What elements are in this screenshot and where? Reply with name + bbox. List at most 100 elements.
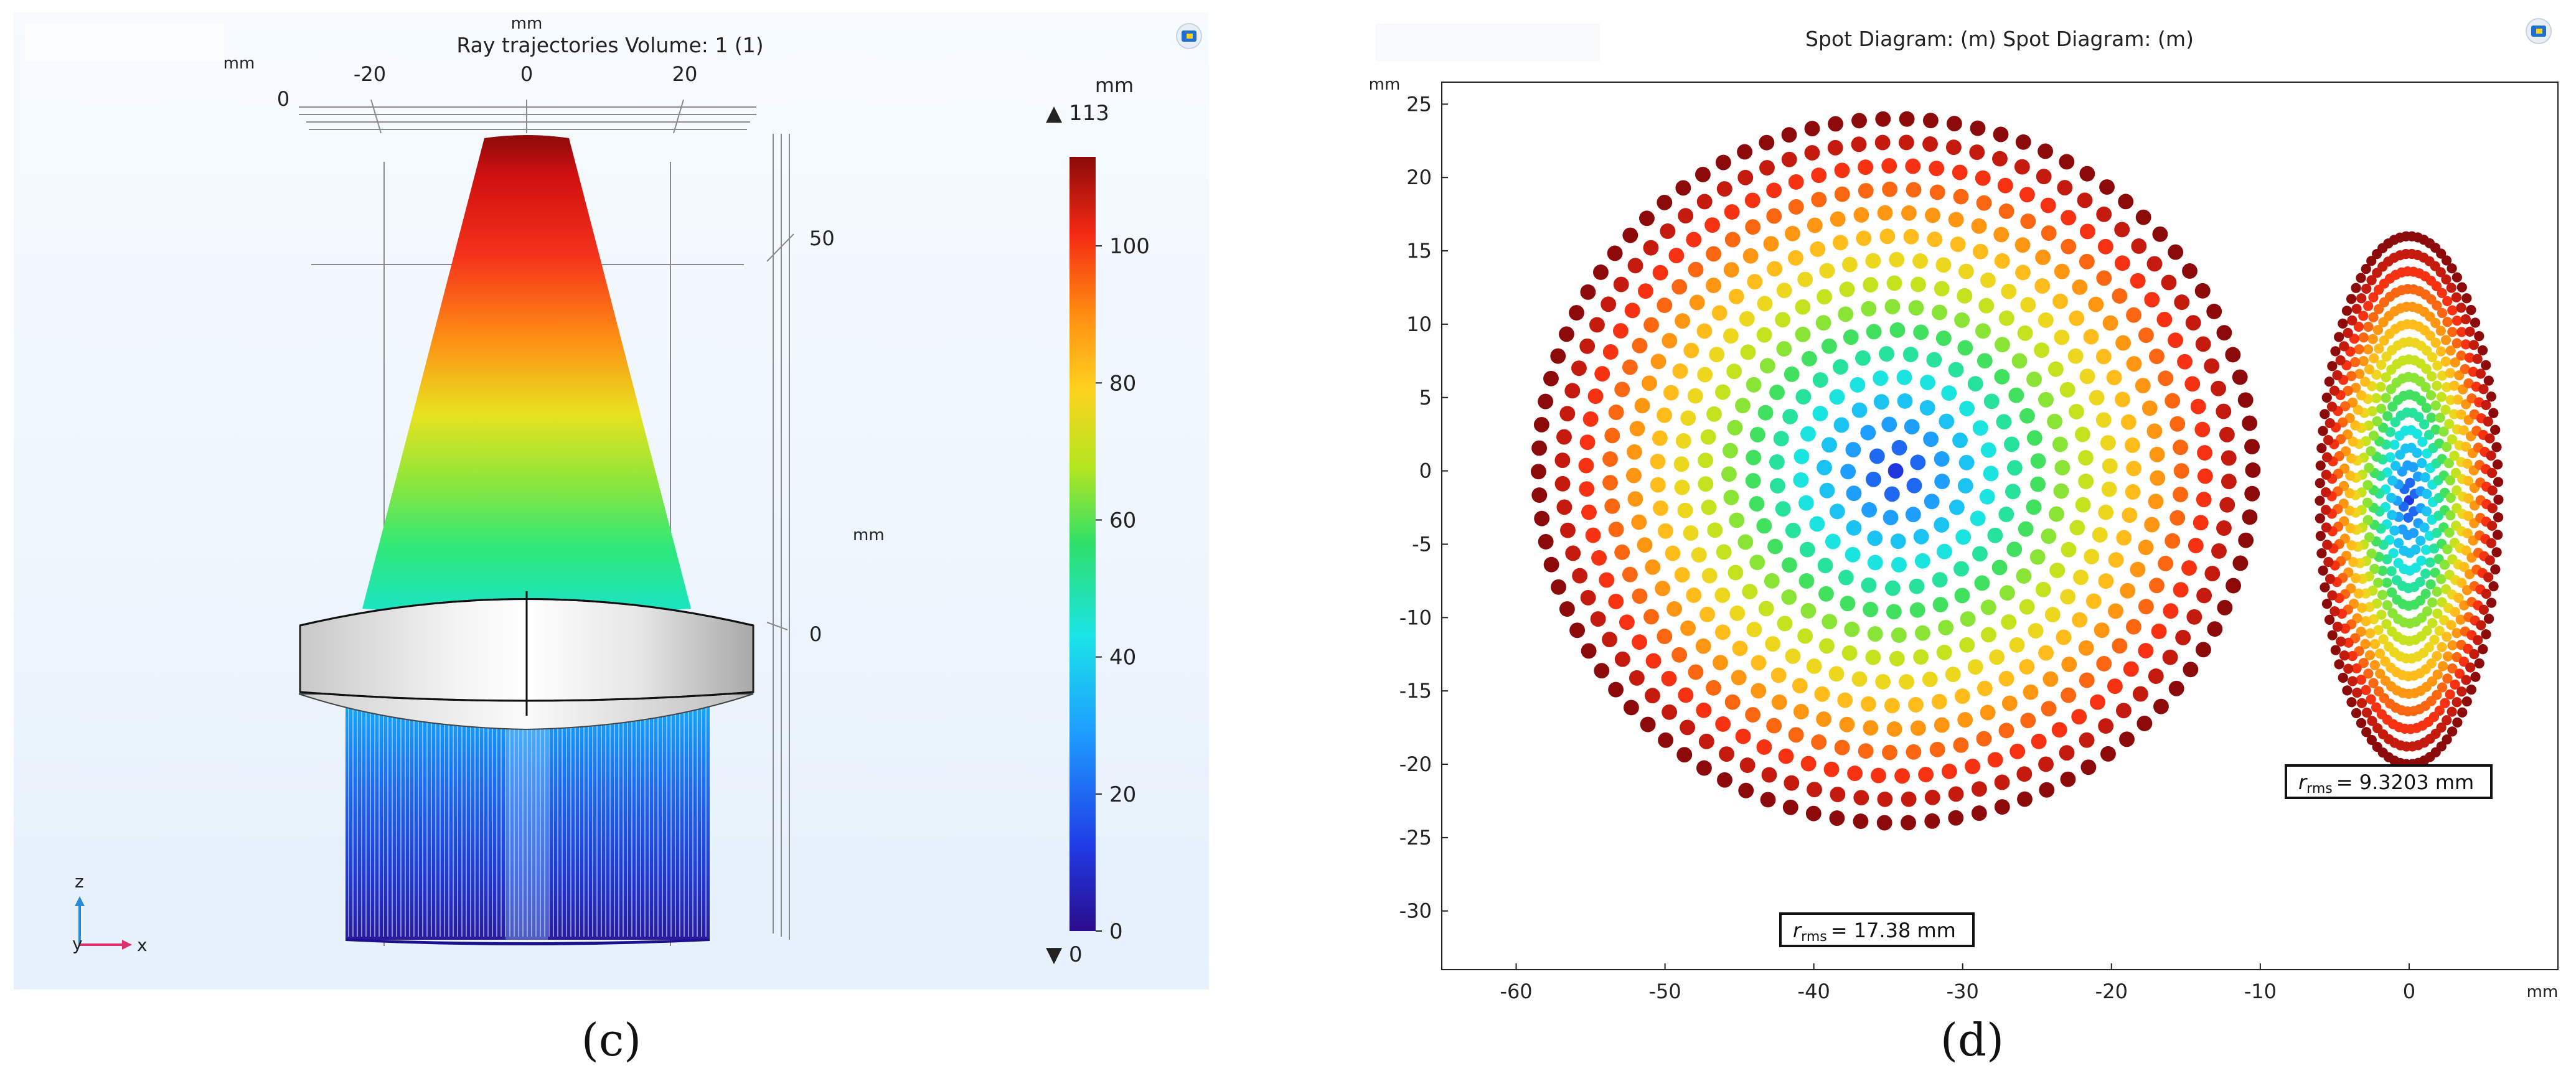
spot-point — [2412, 429, 2422, 439]
spot-point — [2425, 390, 2437, 401]
spot-point — [2126, 619, 2141, 635]
spot-point — [1855, 350, 1871, 366]
spot-point — [2327, 630, 2338, 640]
spot-point — [2094, 622, 2110, 639]
spot-point — [2375, 668, 2386, 679]
spot-point — [2491, 442, 2502, 452]
spot-point — [2161, 274, 2177, 291]
spot-point — [1781, 557, 1797, 573]
spot-point — [2242, 415, 2258, 431]
spot-point — [1959, 637, 1975, 653]
spot-point — [1731, 670, 1747, 686]
spot-point — [1999, 585, 2015, 601]
spot-point — [1814, 686, 1830, 702]
spot-point — [2193, 515, 2209, 531]
spot-point — [1678, 687, 1694, 703]
spot-point — [2100, 746, 2116, 762]
spot-point — [2008, 387, 2024, 403]
spot-point — [1728, 564, 1744, 581]
spot-point — [2421, 403, 2432, 413]
spot-point — [2034, 278, 2051, 294]
spot-point — [2381, 351, 2392, 362]
spot-point — [1896, 369, 1912, 385]
spot-point — [1737, 534, 1754, 550]
spot-point — [2054, 263, 2070, 279]
spot-point — [1971, 805, 1987, 822]
spot-point — [2315, 531, 2326, 541]
spot-point — [1914, 553, 1930, 569]
spot-point — [2324, 614, 2335, 625]
spot-point — [1727, 419, 1743, 436]
spot-point — [2115, 391, 2130, 408]
spot-point — [2460, 363, 2471, 375]
spot-point — [2368, 312, 2379, 322]
spot-point — [2346, 371, 2357, 382]
spot-point — [1998, 204, 2014, 219]
spot-point — [1793, 449, 1810, 464]
spot-point — [1645, 653, 1662, 669]
spot-point — [2194, 283, 2211, 299]
spot-point — [2430, 568, 2440, 578]
spot-point — [2463, 493, 2474, 504]
spot-point — [1632, 634, 1647, 650]
spot-point — [1688, 261, 1704, 278]
spot-point — [2327, 590, 2338, 601]
spot-point — [2053, 483, 2069, 499]
spot-point — [2061, 657, 2077, 672]
spot-point — [1995, 337, 2010, 353]
spot-point — [1629, 421, 1645, 437]
spot-point — [2490, 564, 2501, 575]
spot-point — [1957, 340, 1973, 356]
spot-point — [1853, 790, 1869, 806]
spot-point — [2358, 658, 2369, 668]
spot-point — [2366, 256, 2377, 266]
spot-point — [2006, 541, 2023, 558]
spot-point — [1657, 407, 1672, 423]
spot-point — [2445, 689, 2455, 700]
spot-point — [1671, 279, 1688, 295]
spot-point — [2445, 475, 2456, 485]
spot-point — [2361, 707, 2372, 718]
spot-point — [2460, 339, 2471, 350]
spot-point — [2332, 370, 2343, 381]
spot-point — [1713, 655, 1728, 671]
spot-point — [1763, 236, 1779, 252]
spot-point — [1677, 502, 1693, 518]
spot-point — [1706, 680, 1721, 696]
spot-point — [1987, 527, 2003, 543]
spot-point — [2488, 581, 2499, 592]
spot-point — [2211, 380, 2226, 396]
spot-point — [1776, 283, 1792, 299]
spot-point — [2326, 401, 2338, 412]
spot-point — [2477, 345, 2488, 356]
spot-point — [1602, 632, 1618, 648]
spot-point — [1866, 324, 1882, 340]
spot-point — [1994, 799, 2010, 815]
spot-point — [2374, 344, 2384, 354]
spot-point — [1884, 698, 1900, 714]
spot-point — [2206, 303, 2222, 319]
spot-point — [1627, 258, 1643, 274]
spot-point — [1860, 424, 1876, 441]
spot-point — [2420, 588, 2431, 599]
spot-point — [2039, 782, 2055, 798]
comsol-logo-icon[interactable] — [1176, 23, 1202, 49]
spot-point — [1969, 144, 1985, 161]
spot-point — [2432, 608, 2443, 619]
spot-point — [2465, 352, 2475, 363]
spot-point — [2362, 515, 2374, 525]
spot-point — [2329, 385, 2340, 396]
spot-point — [1580, 284, 1596, 300]
spot-point — [1766, 718, 1782, 734]
spot-point — [2054, 329, 2070, 345]
comsol-logo-icon-right[interactable] — [2526, 18, 2552, 44]
spot-point — [1882, 181, 1898, 197]
top-axis-zero-label: 0 — [277, 87, 289, 111]
spot-point — [2088, 296, 2104, 312]
spot-point — [2136, 715, 2153, 731]
spot-point — [1716, 544, 1732, 560]
spot-point — [2476, 620, 2486, 630]
spot-point — [2382, 411, 2393, 421]
colorbar-tick-label: 100 — [1109, 234, 1150, 259]
spot-point — [1941, 385, 1957, 401]
